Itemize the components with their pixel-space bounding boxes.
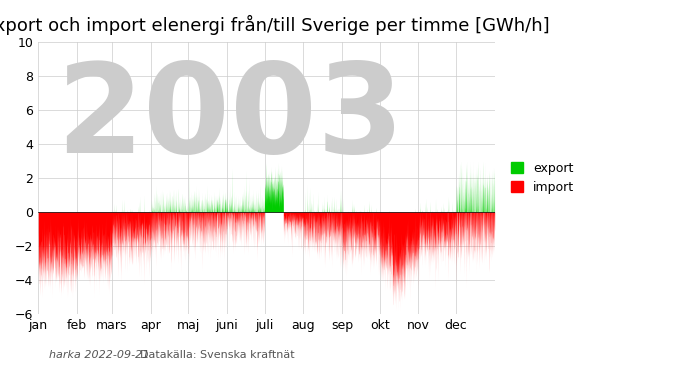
Legend: export, import: export, import xyxy=(505,157,579,199)
Title: export och import elenergi från/till Sverige per timme [GWh/h]: export och import elenergi från/till Sve… xyxy=(0,15,550,35)
Text: 2003: 2003 xyxy=(56,58,404,179)
Text: harka 2022-09-21: harka 2022-09-21 xyxy=(49,350,149,360)
Text: Datakälla: Svenska kraftnät: Datakälla: Svenska kraftnät xyxy=(140,350,295,360)
